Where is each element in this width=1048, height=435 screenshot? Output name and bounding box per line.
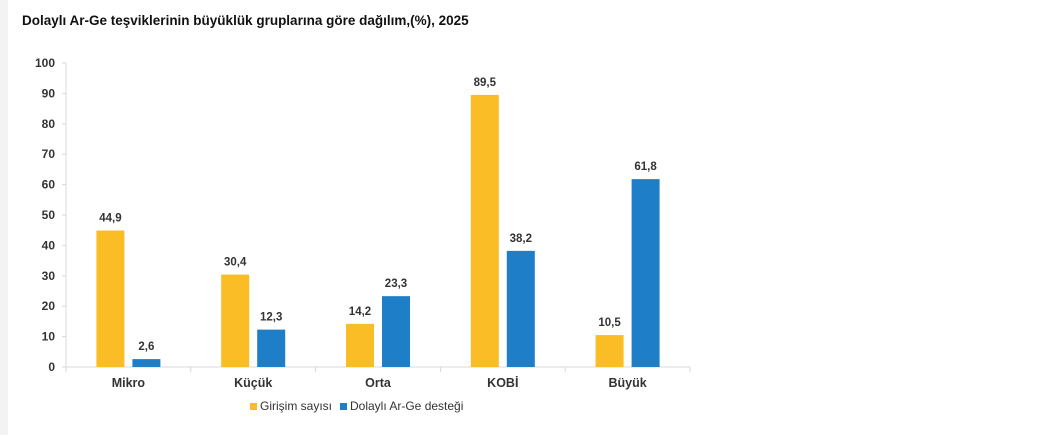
x-tick-label: Büyük [608, 376, 646, 390]
y-tick-label: 40 [42, 238, 56, 252]
bar-destek [132, 359, 161, 367]
y-tick-label: 0 [48, 360, 55, 374]
y-tick-label: 10 [42, 330, 56, 344]
data-label: 89,5 [474, 77, 497, 89]
data-label: 2,6 [138, 341, 154, 353]
bar-destek [631, 179, 660, 367]
y-tick-label: 90 [42, 86, 56, 100]
y-tick-label: 50 [42, 208, 56, 222]
legend-swatch [250, 403, 257, 410]
x-axis: Mikro Küçük Orta KOBİ Büyük [65, 366, 691, 390]
x-tick-label: Küçük [234, 376, 272, 390]
data-label: 14,2 [349, 306, 371, 318]
bar-destek [506, 250, 535, 367]
data-label: 10,5 [598, 317, 621, 329]
data-label: 23,3 [385, 278, 407, 290]
y-tick-label: 100 [35, 56, 55, 70]
data-label: 44,9 [99, 213, 121, 225]
page-left-rail [0, 0, 8, 435]
bars-group [96, 94, 660, 368]
bar-destek [257, 329, 286, 367]
bar-girisim [221, 274, 250, 367]
y-tick-label: 20 [42, 299, 56, 313]
chart-title: Dolaylı Ar-Ge teşviklerinin büyüklük gru… [22, 13, 469, 28]
x-tick-label: KOBİ [487, 375, 518, 390]
data-label: 61,8 [634, 161, 657, 173]
bar-girisim [96, 230, 125, 367]
data-label: 38,2 [510, 233, 532, 245]
bar-girisim [595, 335, 624, 367]
data-label: 30,4 [224, 257, 247, 269]
legend-swatch [340, 403, 347, 410]
data-labels-group: 44,9 30,4 14,2 89,5 10,5 2,6 12,3 23,3 38,2 61,8 [99, 77, 657, 353]
x-tick-label: Orta [365, 376, 392, 390]
y-axis: 0 10 20 30 40 50 60 70 80 90 100 [35, 56, 67, 374]
legend-label: Girişim sayısı [260, 399, 332, 413]
legend: Girişim sayısı Dolaylı Ar-Ge desteği [250, 399, 463, 413]
bar-girisim [470, 94, 499, 368]
bar-girisim [346, 323, 374, 367]
y-tick-label: 30 [42, 269, 56, 283]
legend-label: Dolaylı Ar-Ge desteği [350, 399, 463, 413]
y-tick-label: 80 [42, 117, 56, 131]
x-tick-label: Mikro [112, 376, 146, 390]
bar-destek [382, 296, 410, 367]
y-tick-label: 60 [42, 178, 56, 192]
y-tick-label: 70 [42, 147, 56, 161]
data-label: 12,3 [260, 312, 282, 324]
